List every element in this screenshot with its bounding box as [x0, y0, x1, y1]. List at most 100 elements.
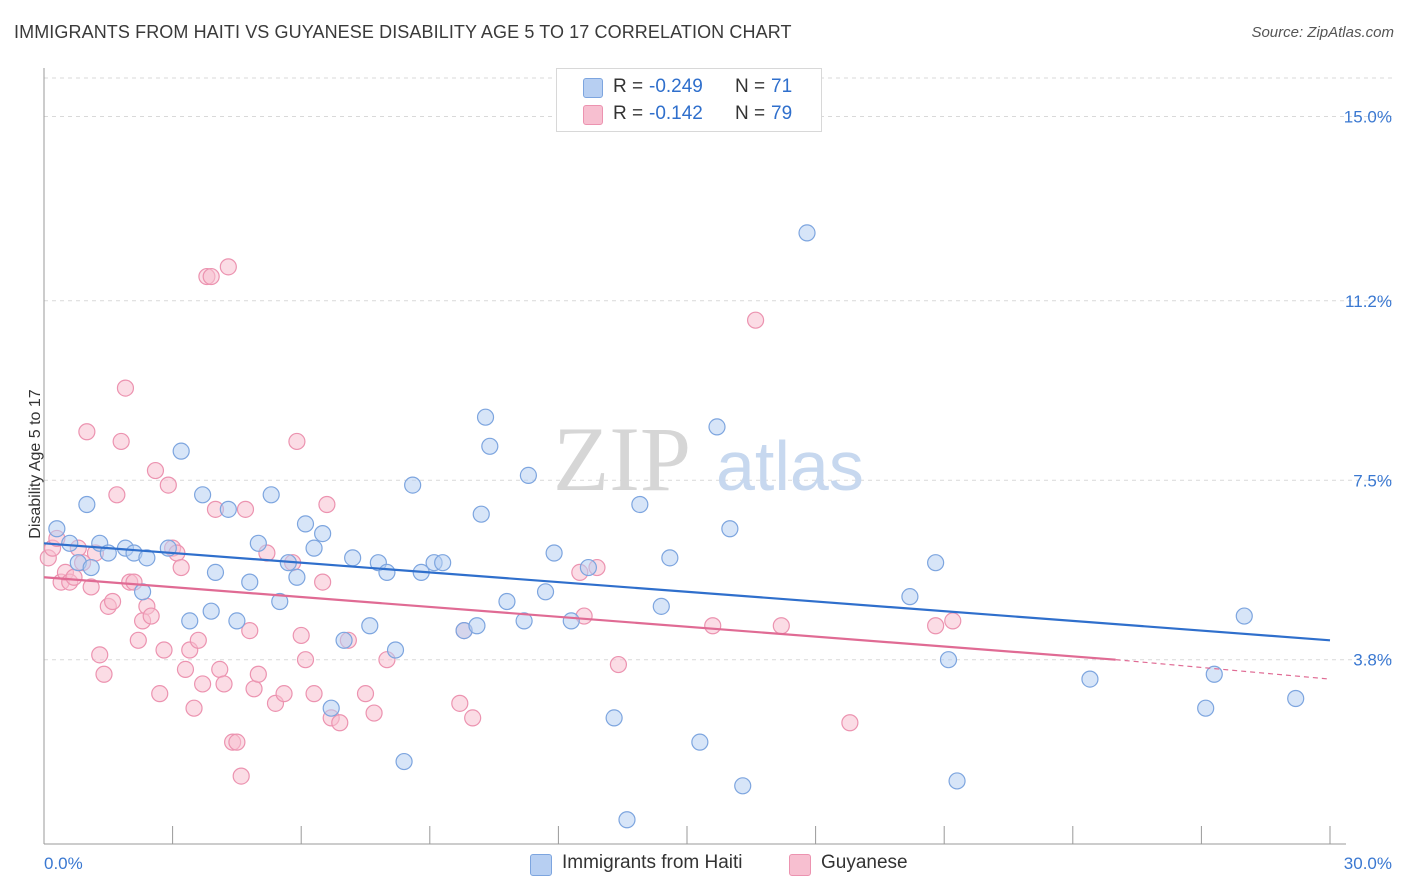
guyanese-point [245, 680, 263, 698]
haiti-point [202, 602, 220, 620]
haiti-point [404, 476, 422, 494]
haiti-point [939, 651, 958, 669]
haiti-point [631, 495, 649, 514]
haiti-point [519, 466, 537, 484]
haiti-point [1197, 699, 1215, 717]
guyanese-point [82, 578, 100, 596]
guyanese-point [275, 685, 293, 703]
guyanese-point [151, 685, 169, 703]
haiti-point [82, 558, 100, 577]
legend-swatch-guyanese [583, 105, 603, 125]
legend-n-label: N = [735, 103, 766, 124]
haiti-point [515, 612, 533, 630]
guyanese-point [159, 476, 177, 494]
gridlines [44, 77, 1392, 661]
haiti-point [48, 520, 66, 538]
guyanese-trend-extension [1115, 659, 1331, 680]
legend-r-label: R = [613, 103, 644, 124]
guyanese-point [365, 704, 383, 722]
legend-r-value: -0.249 [649, 76, 703, 97]
guyanese-point [356, 685, 375, 703]
haiti-point [948, 772, 966, 790]
guyanese-point [215, 675, 233, 693]
haiti-point [901, 588, 919, 606]
y-tick-label: 15.0% [1344, 108, 1392, 127]
guyanese-point [296, 651, 315, 669]
guyanese-point [219, 258, 237, 276]
haiti-point [545, 544, 563, 562]
guyanese-point [331, 714, 349, 732]
haiti-point [228, 612, 246, 630]
axes [43, 68, 1346, 845]
guyanese-point [95, 665, 113, 683]
haiti-trend-line [43, 542, 1331, 642]
trend-lines [43, 542, 1331, 680]
guyanese-trend-line [43, 576, 1116, 661]
guyanese-point [108, 486, 126, 504]
haiti-point [78, 495, 96, 514]
haiti-point [927, 554, 945, 572]
x-tick-labels: 0.0% 30.0% [44, 854, 1392, 873]
haiti-point [661, 549, 679, 567]
legend-n-label: N = [735, 76, 766, 97]
y-tick-label: 3.8% [1353, 651, 1392, 670]
haiti-point [734, 777, 752, 795]
haiti-point [386, 641, 405, 659]
series-swatch-guyanese [789, 854, 811, 876]
haiti-point [618, 811, 636, 829]
y-tick-labels: 3.8% 7.5% 11.2% 15.0% [1344, 108, 1392, 670]
guyanese-point [194, 675, 212, 693]
guyanese-point [202, 267, 220, 286]
haiti-point [708, 418, 726, 436]
guyanese-point [927, 617, 945, 635]
haiti-point [288, 568, 306, 586]
haiti-point [314, 524, 332, 543]
haiti-point [1081, 670, 1099, 688]
haiti-point [476, 408, 495, 426]
source-label: Source: ZipAtlas.com [1251, 24, 1394, 41]
guyanese-point [155, 641, 173, 659]
haiti-point [361, 617, 379, 635]
chart-title: IMMIGRANTS FROM HAITI VS GUYANESE DISABI… [14, 22, 792, 42]
haiti-point [1287, 689, 1305, 708]
haiti-point [1235, 607, 1253, 625]
y-tick-label: 11.2% [1345, 292, 1392, 311]
guyanese-point [232, 767, 250, 785]
haiti-point [219, 500, 237, 518]
legend-n-value: 71 [771, 76, 793, 97]
haiti-point [472, 505, 490, 523]
series-label-haiti: Immigrants from Haiti [562, 852, 743, 873]
haiti-point [172, 442, 190, 460]
haiti-point [562, 612, 580, 630]
haiti-point [378, 563, 396, 582]
haiti-point [138, 549, 156, 567]
guyanese-point [91, 646, 109, 664]
legend-row-haiti: R = -0.249 N = 71 [557, 74, 821, 100]
guyanese-point [249, 665, 267, 683]
haiti-point [271, 592, 289, 611]
y-axis-label-wrap: Disability Age 5 to 17 [16, 0, 44, 892]
guyanese-point [103, 592, 122, 611]
guyanese-point [185, 699, 203, 717]
series-legend: Immigrants from Haiti Guyanese [0, 852, 1406, 878]
stats-legend: R = -0.249 N = 71 R = -0.142 N = 79 [556, 68, 822, 132]
haiti-point [395, 752, 413, 771]
haiti-point [241, 573, 259, 591]
guyanese-point [609, 655, 628, 674]
haiti-point [206, 563, 225, 582]
haiti-point [652, 597, 670, 615]
guyanese-point [746, 311, 765, 329]
guyanese-point [172, 558, 190, 577]
haiti-point [691, 733, 709, 751]
watermark-atlas: atlas [716, 427, 864, 505]
haiti-point [61, 534, 79, 552]
haiti-point [322, 699, 340, 717]
haiti-point [262, 486, 280, 504]
haiti-point [335, 631, 353, 649]
guyanese-point [314, 573, 332, 591]
haiti-point [498, 592, 516, 611]
haiti-point [194, 486, 212, 504]
haiti-point [536, 583, 555, 601]
haiti-point [434, 554, 452, 572]
